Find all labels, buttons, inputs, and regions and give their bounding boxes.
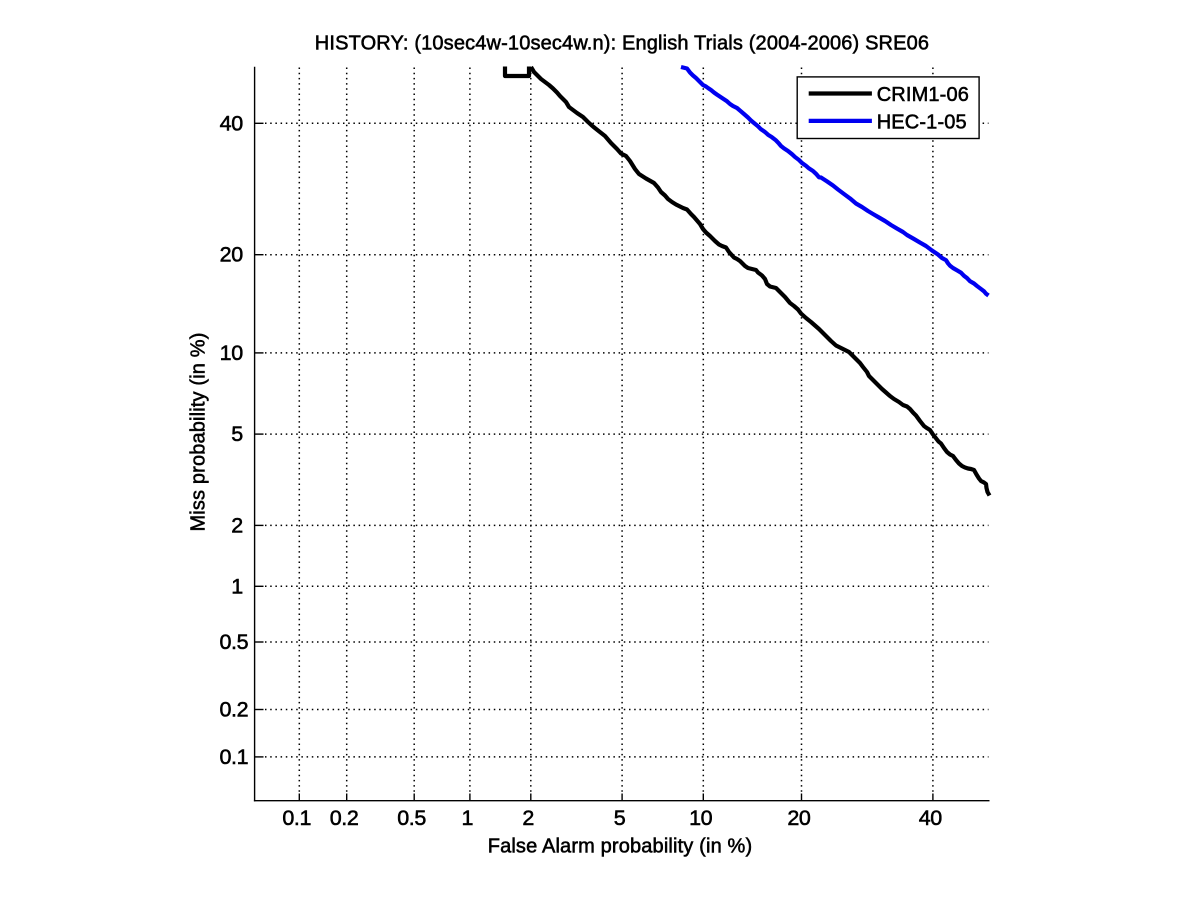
svg-text:10: 10 bbox=[220, 341, 244, 365]
svg-text:5: 5 bbox=[231, 422, 243, 446]
svg-text:0.2: 0.2 bbox=[330, 806, 359, 830]
svg-text:20: 20 bbox=[220, 243, 244, 267]
svg-text:0.5: 0.5 bbox=[397, 806, 426, 830]
svg-text:2: 2 bbox=[231, 513, 243, 537]
svg-text:CRIM1-06: CRIM1-06 bbox=[877, 84, 969, 106]
svg-text:1: 1 bbox=[462, 806, 474, 830]
svg-text:2: 2 bbox=[522, 806, 534, 830]
svg-text:False Alarm probability (in %): False Alarm probability (in %) bbox=[488, 836, 753, 858]
svg-text:HEC-1-05: HEC-1-05 bbox=[877, 112, 967, 134]
svg-text:0.1: 0.1 bbox=[219, 745, 248, 769]
svg-text:40: 40 bbox=[919, 806, 943, 830]
svg-text:0.5: 0.5 bbox=[219, 630, 248, 654]
svg-text:5: 5 bbox=[614, 806, 626, 830]
svg-text:10: 10 bbox=[689, 806, 713, 830]
svg-text:Miss probability (in %): Miss probability (in %) bbox=[188, 332, 210, 531]
svg-text:HISTORY: (10sec4w-10sec4w.n):: HISTORY: (10sec4w-10sec4w.n): English Tr… bbox=[315, 32, 929, 54]
svg-text:40: 40 bbox=[220, 111, 244, 135]
svg-text:1: 1 bbox=[231, 574, 243, 598]
svg-text:0.1: 0.1 bbox=[282, 806, 311, 830]
svg-text:0.2: 0.2 bbox=[219, 698, 248, 722]
svg-text:20: 20 bbox=[787, 806, 811, 830]
